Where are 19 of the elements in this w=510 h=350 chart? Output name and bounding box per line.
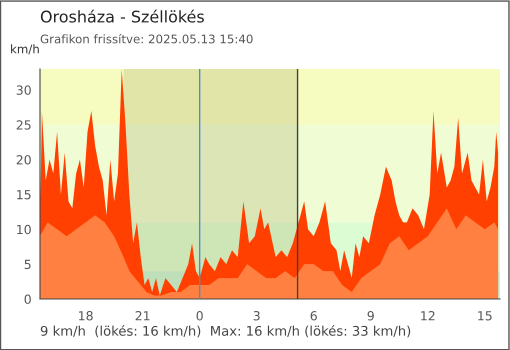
x-tick-label: 0 [196, 311, 203, 320]
x-tick-label: 15 [478, 311, 492, 320]
x-tick-label: 18 [79, 311, 93, 320]
text: 9 km/h (lökés: 16 km/h) Max: 16 km/h (lökés: 33 km/h) [40, 325, 410, 338]
y-tick-label: 0 [24, 294, 31, 304]
x-tick-label: 21 [136, 311, 150, 320]
y-tick-label: 30 [16, 85, 31, 95]
x-tick-label: 6 [310, 311, 317, 320]
x-tick-label: 9 [368, 311, 374, 320]
y-axis-title: km/h [11, 44, 39, 54]
chart-title: Orosháza - Széllökés [40, 10, 204, 23]
chart-subtitle: Grafikon frissítve: 2025.05.13 15:40 [40, 34, 253, 44]
y-tick-label: 25 [16, 120, 31, 130]
y-tick-label: 15 [17, 190, 31, 200]
y-tick-label: 5 [24, 260, 31, 270]
x-tick-label: 3 [254, 311, 260, 320]
x-tick-label: 12 [421, 311, 434, 320]
y-tick-label: 10 [17, 224, 31, 234]
y-tick-label: 20 [16, 155, 31, 165]
